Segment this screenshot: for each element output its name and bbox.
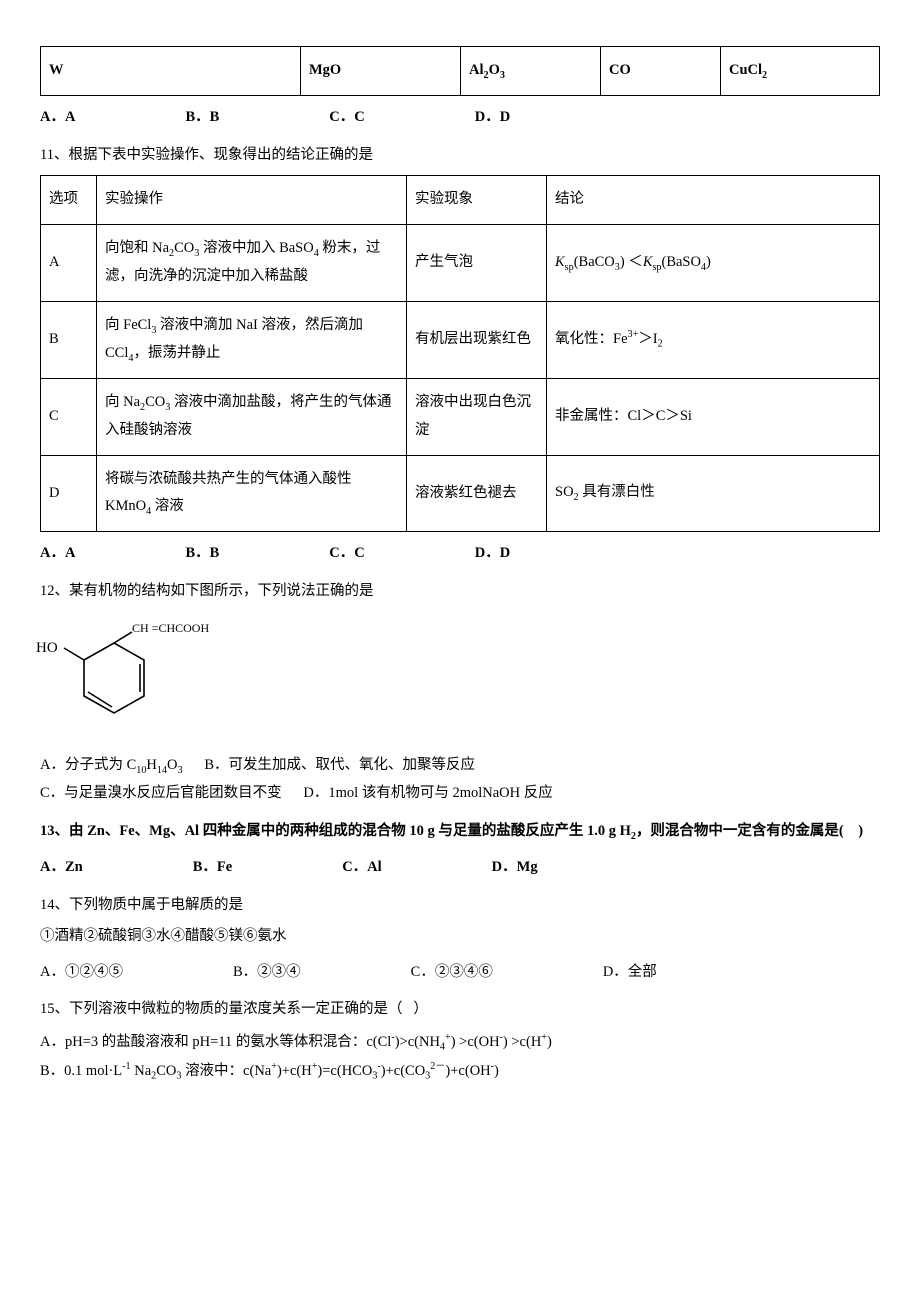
q11-h1: 实验操作 xyxy=(97,176,407,225)
q14-stem: 14、下列物质中属于电解质的是 xyxy=(40,892,880,920)
t1-c1: MgO xyxy=(301,47,461,96)
opt-d: D．Mg xyxy=(492,854,538,882)
q11-r1-op: 向 FeCl3 溶液中滴加 NaI 溶液，然后滴加 CCl4，振荡并静止 xyxy=(97,301,407,378)
opt-a: A．Zn xyxy=(40,854,83,882)
opt-a: A．①②④⑤ xyxy=(40,959,123,987)
q11-r3-opt: D xyxy=(41,455,97,532)
opt-c: C．②③④⑥ xyxy=(411,959,493,987)
opt-c: C．C xyxy=(329,540,364,568)
q12-a: A．分子式为 C10H14O3 xyxy=(40,757,183,773)
q11-r1-concl: 氧化性：Fe3+＞I2 xyxy=(547,301,880,378)
q11-stem: 11、根据下表中实验操作、现象得出的结论正确的是 xyxy=(40,142,880,170)
table-W-row: W MgO Al2O3 CO CuCl2 xyxy=(40,46,880,96)
q11-r2-op: 向 Na2CO3 溶液中滴加盐酸，将产生的气体通入硅酸钠溶液 xyxy=(97,378,407,455)
table-row: A 向饱和 Na2CO3 溶液中加入 BaSO4 粉末，过滤，向洗净的沉淀中加入… xyxy=(41,224,880,301)
q12-line1: A．分子式为 C10H14O3 B．可发生加成、取代、氧化、加聚等反应 xyxy=(40,752,880,780)
q11-r3-op: 将碳与浓硫酸共热产生的气体通入酸性 KMnO4 溶液 xyxy=(97,455,407,532)
table-row: B 向 FeCl3 溶液中滴加 NaI 溶液，然后滴加 CCl4，振荡并静止 有… xyxy=(41,301,880,378)
q15-b: B．0.1 mol·L-1 Na2CO3 溶液中：c(Na+)+c(H+)=c(… xyxy=(40,1057,880,1086)
opt-a: A．A xyxy=(40,540,75,568)
opt-c: C．Al xyxy=(342,854,381,882)
q11-r2-concl: 非金属性：Cl＞C＞Si xyxy=(547,378,880,455)
q11-r0-opt: A xyxy=(41,224,97,301)
options-row-t1: A．A B．B C．C D．D xyxy=(40,104,880,132)
opt-b: B．②③④ xyxy=(233,959,301,987)
opt-d: D．全部 xyxy=(603,959,657,987)
t1-c2: Al2O3 xyxy=(461,47,601,96)
q11-r0-phen: 产生气泡 xyxy=(407,224,547,301)
opt-b: B．Fe xyxy=(193,854,232,882)
q11-r0-concl: Ksp(BaCO3) ＜Ksp(BaSO4) xyxy=(547,224,880,301)
mol-ho: HO xyxy=(36,640,58,656)
q11-r2-phen: 溶液中出现白色沉淀 xyxy=(407,378,547,455)
q11-r3-concl: SO2 具有漂白性 xyxy=(547,455,880,532)
q11-r3-phen: 溶液紫红色褪去 xyxy=(407,455,547,532)
opt-b: B．B xyxy=(185,540,219,568)
t1-c4: CuCl2 xyxy=(721,47,880,96)
q11-r0-op: 向饱和 Na2CO3 溶液中加入 BaSO4 粉末，过滤，向洗净的沉淀中加入稀盐… xyxy=(97,224,407,301)
q14-options: A．①②④⑤ B．②③④ C．②③④⑥ D．全部 xyxy=(40,959,880,987)
q12-line2: C．与足量溴水反应后官能团数目不变 D．1mol 该有机物可与 2molNaOH… xyxy=(40,780,880,808)
opt-b: B．B xyxy=(185,104,219,132)
q12-b: B．可发生加成、取代、氧化、加聚等反应 xyxy=(204,757,475,773)
table-row: D 将碳与浓硫酸共热产生的气体通入酸性 KMnO4 溶液 溶液紫红色褪去 SO2… xyxy=(41,455,880,532)
q15-stem: 15、下列溶液中微粒的物质的量浓度关系一定正确的是（ ） xyxy=(40,996,880,1024)
q12-d: D．1mol 该有机物可与 2molNaOH 反应 xyxy=(303,785,552,801)
q11-h0: 选项 xyxy=(41,176,97,225)
q15-a: A．pH=3 的盐酸溶液和 pH=11 的氨水等体积混合：c(Cl-)>c(NH… xyxy=(40,1028,880,1057)
opt-d: D．D xyxy=(475,540,510,568)
q11-h2: 实验现象 xyxy=(407,176,547,225)
opt-c: C．C xyxy=(329,104,364,132)
q11-table: 选项 实验操作 实验现象 结论 A 向饱和 Na2CO3 溶液中加入 BaSO4… xyxy=(40,175,880,532)
q11-r2-opt: C xyxy=(41,378,97,455)
opt-d: D．D xyxy=(475,104,510,132)
q11-r1-opt: B xyxy=(41,301,97,378)
table-row: C 向 Na2CO3 溶液中滴加盐酸，将产生的气体通入硅酸钠溶液 溶液中出现白色… xyxy=(41,378,880,455)
mol-side: CH =CHCOOH xyxy=(132,621,209,635)
q11-r1-phen: 有机层出现紫红色 xyxy=(407,301,547,378)
molecule-diagram: HO CH =CHCOOH xyxy=(34,618,234,738)
q11-h3: 结论 xyxy=(547,176,880,225)
t1-c3: CO xyxy=(601,47,721,96)
q14-list: ①酒精②硫酸铜③水④醋酸⑤镁⑥氨水 xyxy=(40,923,880,951)
q12-c: C．与足量溴水反应后官能团数目不变 xyxy=(40,785,282,801)
q11-options: A．A B．B C．C D．D xyxy=(40,540,880,568)
q13-stem: 13、由 Zn、Fe、Mg、Al 四种金属中的两种组成的混合物 10 g 与足量… xyxy=(40,818,880,846)
t1-c0: W xyxy=(41,47,301,96)
q13-options: A．Zn B．Fe C．Al D．Mg xyxy=(40,854,880,882)
q12-stem: 12、某有机物的结构如下图所示，下列说法正确的是 xyxy=(40,578,880,606)
opt-a: A．A xyxy=(40,104,75,132)
